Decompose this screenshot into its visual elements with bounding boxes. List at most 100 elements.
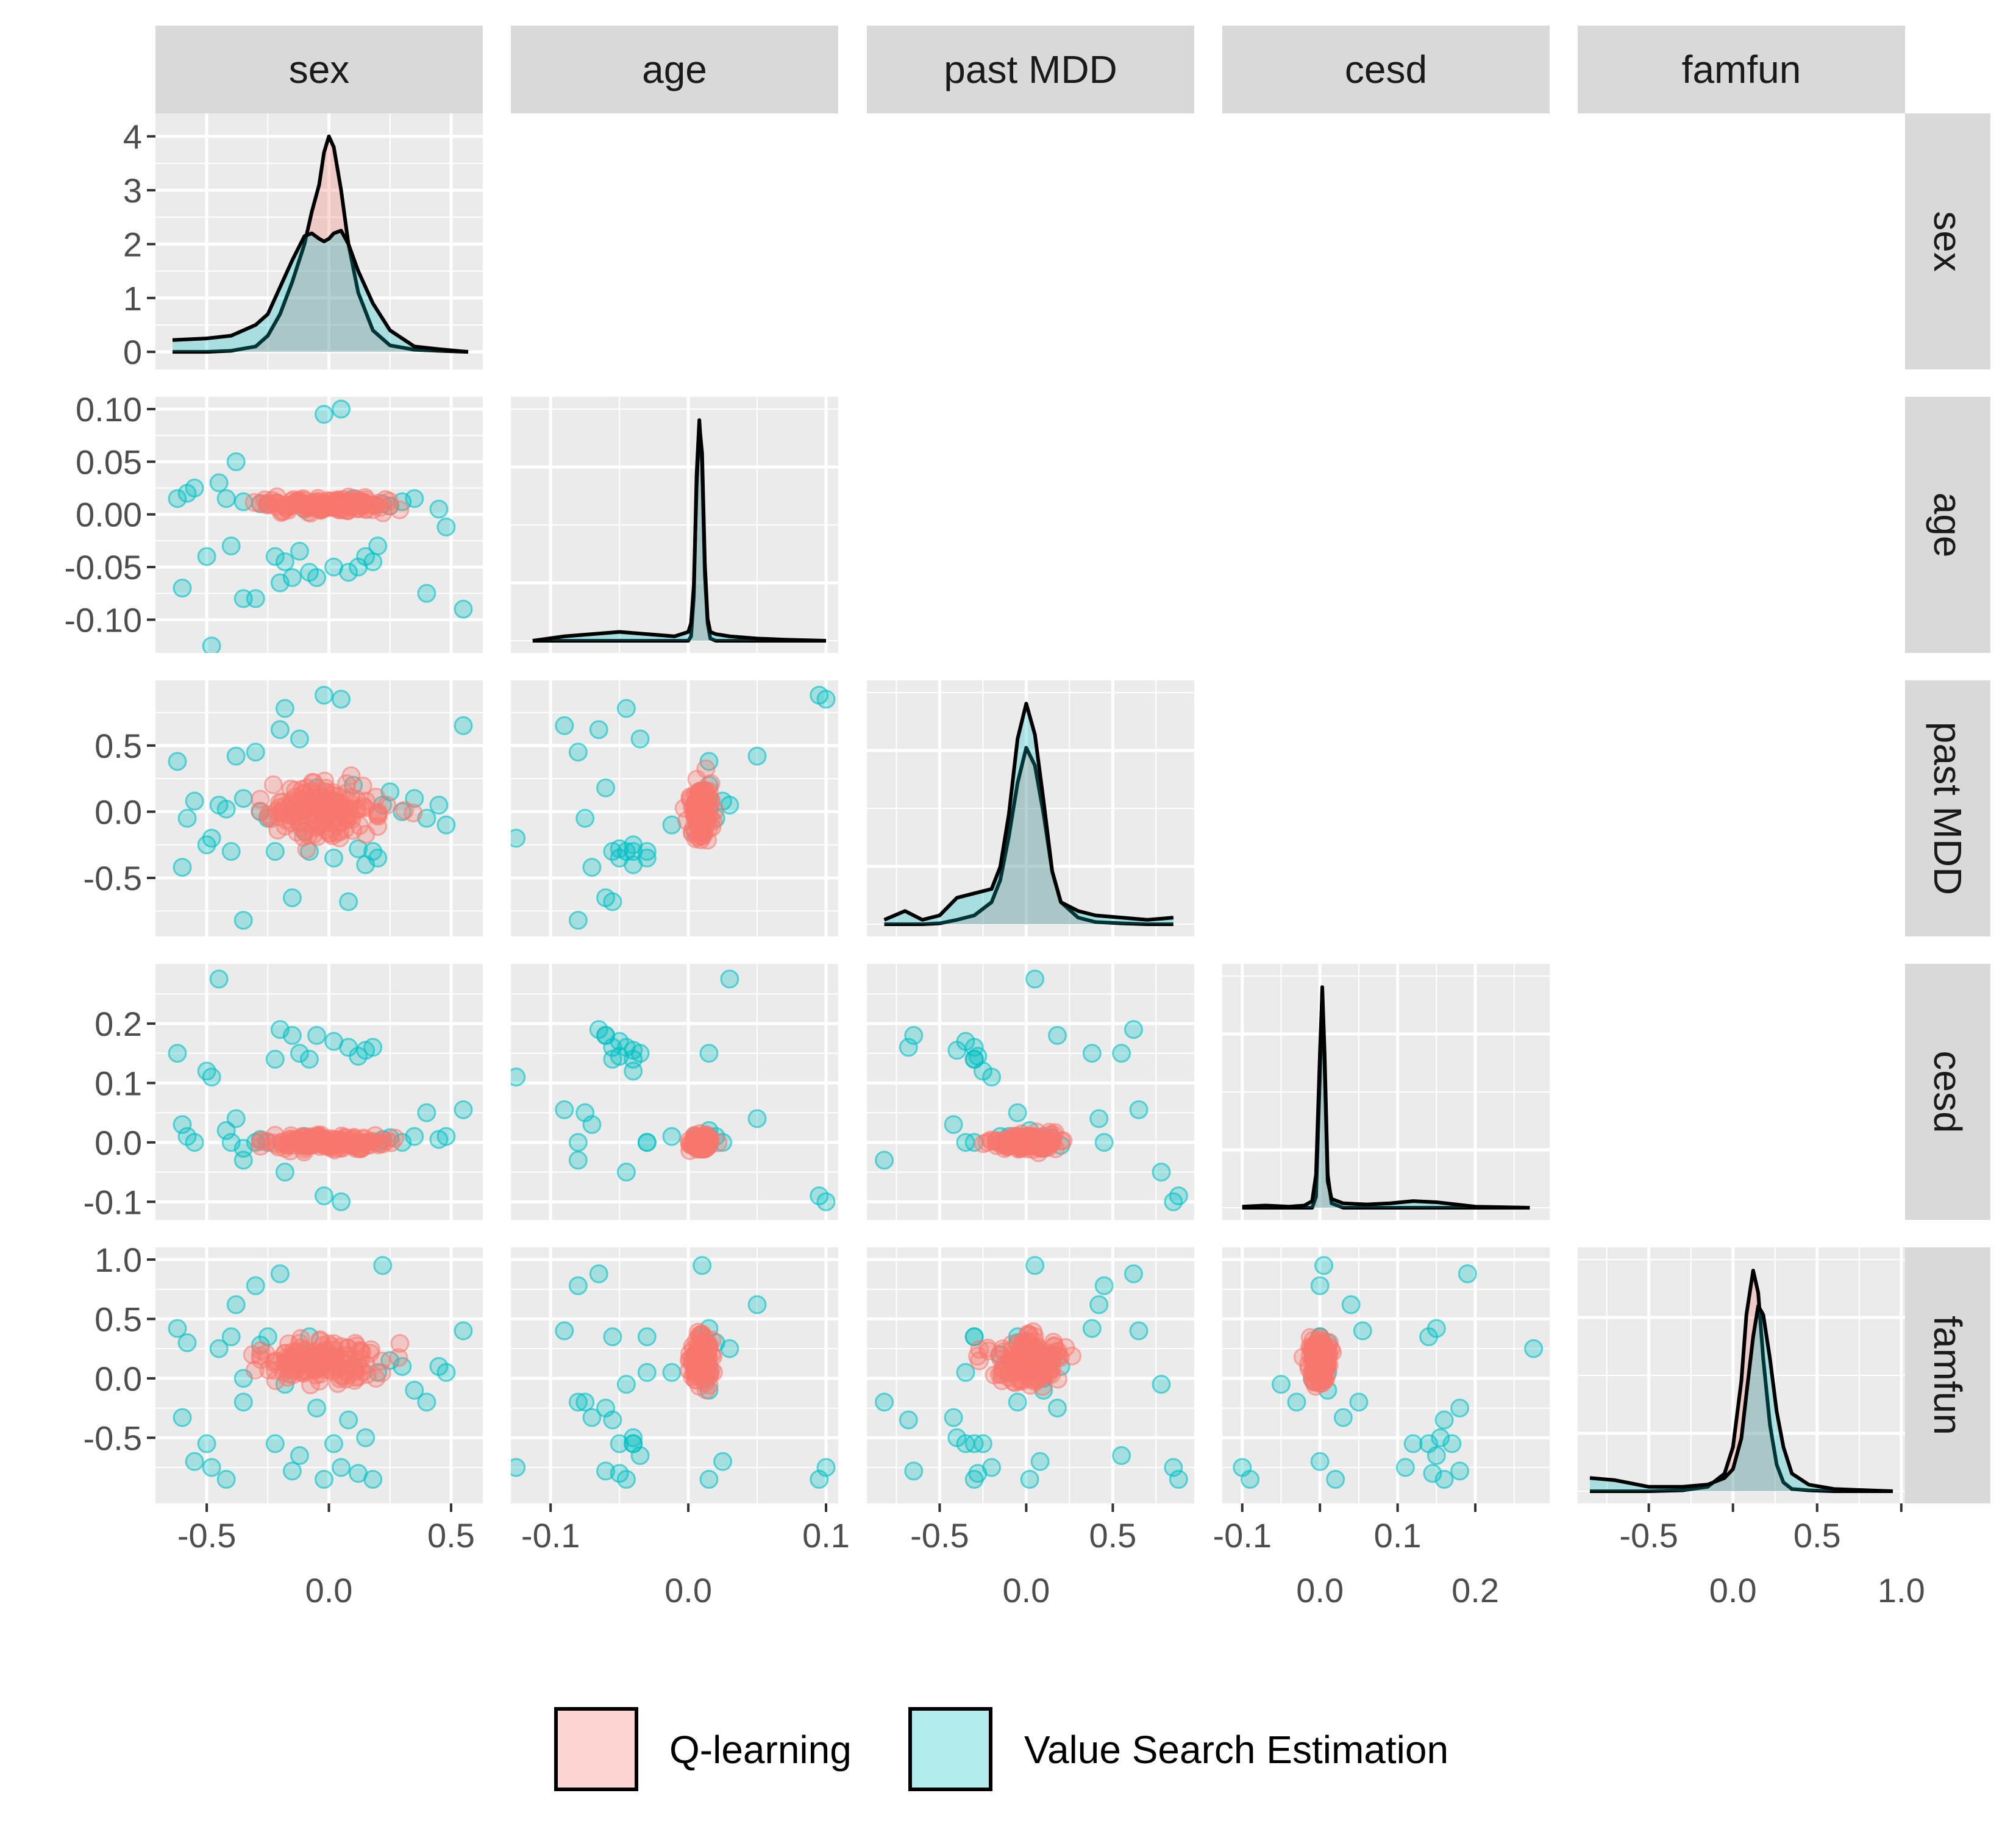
value-search-point	[603, 1327, 622, 1347]
value-search-point	[436, 1363, 456, 1382]
value-search-point	[575, 1392, 595, 1412]
value-search-point	[964, 1470, 984, 1489]
q-learning-point	[1016, 1341, 1036, 1361]
value-search-point	[339, 892, 358, 911]
value-search-point	[511, 1068, 526, 1087]
value-search-point	[417, 1392, 436, 1412]
y-tick-label: 0.00	[76, 496, 142, 534]
q-learning-point	[299, 494, 319, 514]
value-search-point	[699, 1470, 719, 1489]
value-search-point	[944, 1115, 963, 1135]
q-learning-point	[279, 1132, 298, 1151]
value-search-point	[177, 1333, 197, 1352]
density-area-q-learning	[884, 747, 1174, 924]
value-search-point	[1353, 1321, 1372, 1341]
value-search-point	[1082, 1044, 1102, 1063]
value-search-point	[1048, 1399, 1067, 1418]
q-learning-point	[324, 800, 344, 819]
value-search-point	[1287, 1392, 1306, 1412]
value-search-point	[246, 743, 265, 762]
value-search-point	[1403, 1434, 1423, 1453]
panel-sex-vs-sex	[155, 113, 483, 369]
value-search-point	[173, 1115, 192, 1135]
density-line-value-search	[1242, 989, 1530, 1210]
y-tick-label: 0.0	[94, 1360, 142, 1398]
value-search-point	[226, 746, 246, 766]
q-learning-point	[317, 821, 337, 840]
legend-label-q-learning: Q-learning	[669, 1728, 852, 1772]
y-tick-label: 1.0	[94, 1241, 142, 1279]
y-tick-label: 0.5	[94, 727, 142, 765]
value-search-point	[1349, 1392, 1369, 1412]
value-search-point	[233, 789, 253, 808]
y-tick-label: 0.0	[94, 793, 142, 831]
q-learning-point	[338, 1338, 357, 1358]
value-search-point	[368, 537, 388, 556]
panel-famfun-vs-cesd	[1222, 1247, 1550, 1503]
q-learning-point	[250, 801, 269, 821]
value-search-point	[332, 1458, 351, 1477]
q-learning-point	[310, 1371, 329, 1391]
x-tick-label: -0.1	[521, 1516, 580, 1555]
y-tick-label: 0.2	[94, 1005, 142, 1043]
value-search-point	[349, 839, 368, 858]
value-search-point	[1271, 1375, 1291, 1394]
value-search-point	[216, 489, 236, 508]
y-tick-label: -0.5	[84, 1419, 143, 1457]
value-search-point	[555, 1321, 574, 1341]
panel-cesd-vs-age	[511, 964, 838, 1220]
value-search-point	[568, 1150, 588, 1170]
value-search-point	[221, 842, 241, 861]
value-search-point	[511, 829, 526, 848]
value-search-point	[747, 1109, 767, 1128]
value-search-point	[454, 716, 473, 735]
value-search-point	[405, 1380, 424, 1400]
panel-age-vs-age	[511, 397, 838, 653]
value-search-point	[315, 685, 334, 705]
value-search-point	[202, 636, 221, 653]
value-search-point	[265, 1434, 285, 1453]
q-learning-point	[353, 1130, 372, 1149]
value-search-point	[299, 1049, 319, 1069]
density-line-q-learning	[884, 746, 1174, 926]
value-search-point	[1341, 1295, 1361, 1314]
q-learning-point	[297, 1135, 317, 1155]
value-search-point	[315, 405, 334, 424]
value-search-point	[454, 599, 473, 619]
x-tick-label: -0.1	[1213, 1516, 1272, 1555]
y-tick-label: 0	[123, 333, 142, 371]
value-search-point	[616, 699, 636, 718]
value-search-point	[417, 583, 436, 603]
value-search-point	[1419, 1327, 1439, 1347]
x-tick-label: 0.0	[305, 1571, 353, 1610]
q-learning-point	[1042, 1359, 1061, 1378]
q-learning-point	[344, 496, 363, 515]
value-search-point	[637, 1133, 657, 1152]
value-search-point	[956, 1363, 975, 1382]
value-search-point	[363, 552, 383, 571]
value-search-point	[1152, 1375, 1171, 1394]
q-learning-point	[255, 490, 275, 510]
value-search-point	[1164, 1458, 1183, 1477]
q-learning-point	[1311, 1328, 1331, 1347]
y-tick-label: 2	[123, 225, 142, 263]
value-search-point	[168, 1044, 187, 1063]
value-search-point	[982, 1068, 1002, 1087]
q-learning-point	[245, 1360, 265, 1380]
density-line-value-search	[883, 702, 1174, 922]
value-search-point	[216, 799, 236, 819]
value-search-point	[332, 399, 351, 419]
value-search-point	[596, 1461, 616, 1481]
value-search-point	[1395, 1458, 1415, 1477]
row-strip-label: age	[1926, 493, 1970, 558]
value-search-point	[373, 1256, 393, 1275]
q-learning-point	[310, 492, 330, 512]
value-search-point	[568, 1276, 588, 1296]
value-search-point	[429, 796, 449, 815]
value-search-point	[429, 499, 449, 519]
value-search-point	[947, 1428, 967, 1447]
q-learning-point	[291, 1344, 310, 1363]
value-search-point	[1310, 1452, 1330, 1471]
column-strip-label: past MDD	[944, 48, 1117, 91]
density-line-value-search	[172, 229, 469, 354]
